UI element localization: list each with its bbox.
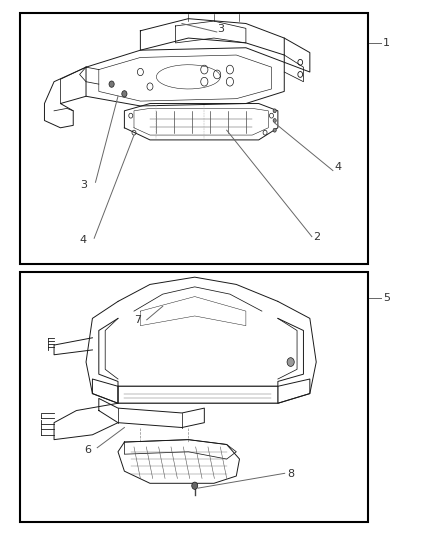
Text: 3: 3 [218, 25, 225, 34]
Text: 6: 6 [84, 446, 91, 455]
Text: 8: 8 [287, 470, 294, 479]
Text: 5: 5 [383, 294, 390, 303]
Text: 4: 4 [335, 163, 342, 172]
Circle shape [192, 482, 198, 489]
Circle shape [273, 109, 276, 113]
Circle shape [122, 91, 127, 97]
Circle shape [109, 81, 114, 87]
Text: 4: 4 [80, 235, 87, 245]
Circle shape [273, 128, 276, 132]
Circle shape [273, 118, 276, 123]
Text: 2: 2 [314, 232, 321, 241]
Bar [20, 272, 368, 522]
Circle shape [287, 358, 294, 366]
Text: 1: 1 [383, 38, 390, 47]
Bar [20, 13, 368, 264]
Text: 3: 3 [81, 180, 88, 190]
Text: 7: 7 [134, 315, 141, 325]
